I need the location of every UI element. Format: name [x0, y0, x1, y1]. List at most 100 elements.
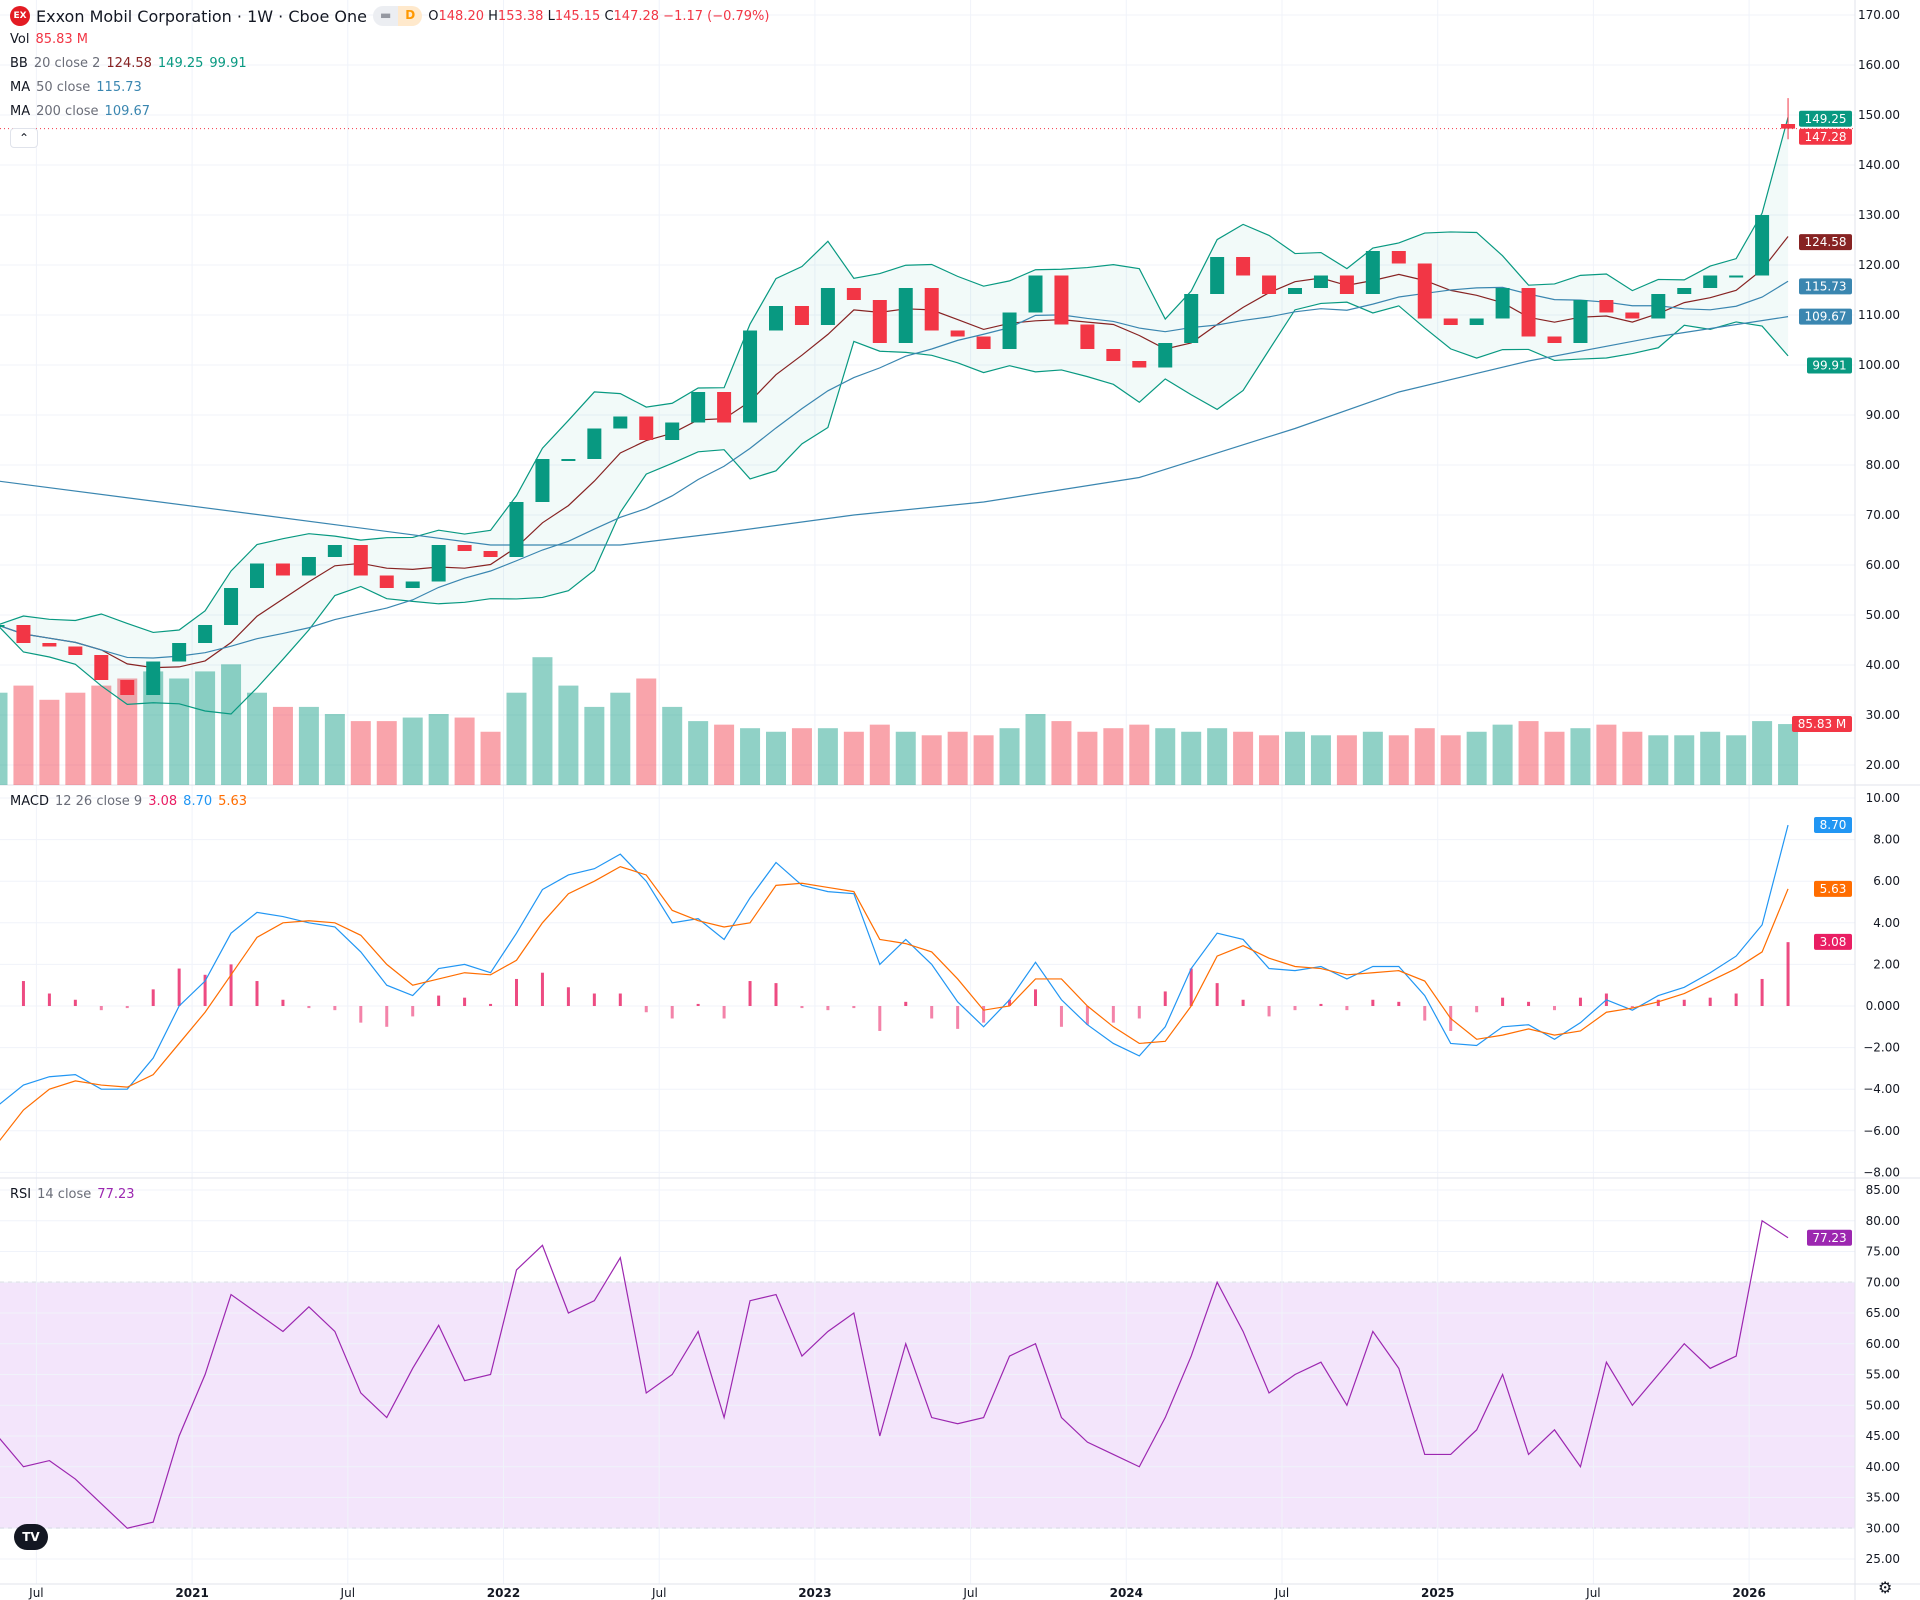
macd-histogram-bar [125, 1006, 129, 1009]
volume-bar [1129, 724, 1150, 785]
candle [1547, 336, 1562, 343]
bb-basis-axis-label-bg [1799, 234, 1852, 251]
candle [898, 288, 913, 343]
macd-histogram-bar [1734, 993, 1738, 1006]
candle [1417, 263, 1432, 319]
volume-bar [869, 724, 890, 785]
macd-histogram-bar [956, 1006, 960, 1029]
volume-legend-name: Vol [10, 32, 30, 47]
macd-tick-label: 4.00 [1873, 916, 1900, 930]
close-key: C [604, 8, 614, 24]
candle [1625, 312, 1640, 319]
candle [639, 416, 654, 440]
macd-histogram-bar [1111, 1006, 1115, 1023]
ma200-legend-name: MA [10, 104, 31, 119]
macd-histogram-bar [1578, 997, 1582, 1006]
bb-upper-axis-label: 149.25 [1805, 112, 1847, 126]
volume-bar [662, 706, 683, 785]
price-tick-label: 110.00 [1858, 308, 1900, 322]
rsi-tick-label: 65.00 [1866, 1306, 1900, 1320]
ma50-legend[interactable]: MA 50 close 115.73 [10, 80, 142, 95]
candle [1521, 288, 1536, 337]
volume-bar [350, 721, 371, 785]
collapse-legend-button[interactable]: ⌃ [10, 128, 38, 148]
volume-bar [1466, 731, 1487, 785]
rsi-tick-label: 30.00 [1866, 1521, 1900, 1535]
price-tick-label: 40.00 [1866, 658, 1900, 672]
volume-bar [1414, 728, 1435, 785]
rsi-tick-label: 35.00 [1866, 1491, 1900, 1505]
volume-bar [298, 706, 319, 785]
rsi-legend-name: RSI [10, 1187, 32, 1202]
ma200-line [0, 316, 1789, 546]
tradingview-logo-icon[interactable]: TV [14, 1524, 48, 1550]
macd-histogram-bar [566, 987, 570, 1006]
volume-bar [39, 699, 60, 785]
volume-bar [454, 717, 475, 785]
low-key: L [547, 8, 555, 24]
bb-lower-axis-label-bg [1807, 357, 1852, 374]
ohlc-values: O148.20 H153.38 L145.15 C147.28 −1.17 (−… [428, 9, 769, 24]
open-value: 148.20 [438, 8, 485, 24]
candle [1262, 275, 1277, 294]
settings-gear-icon[interactable]: ⚙ [1878, 1578, 1893, 1597]
volume-bar [1259, 735, 1280, 785]
candle [846, 288, 861, 300]
bb-basis-value: 124.58 [106, 56, 152, 71]
signal-axis-label-bg [1814, 880, 1852, 897]
macd-histogram-bar [1553, 1006, 1556, 1011]
market-status-badge[interactable]: ▬ D [372, 6, 423, 26]
macd-histogram-bar [1293, 1006, 1297, 1011]
macd-histogram-bar [307, 1006, 311, 1009]
symbol-legend[interactable]: EX Exxon Mobil Corporation · 1W · Cboe O… [10, 6, 769, 26]
candle [717, 392, 732, 423]
macd-histogram-bar [1034, 989, 1037, 1006]
open-key: O [428, 8, 439, 24]
candle [924, 288, 939, 331]
macd-histogram-bar [515, 978, 518, 1006]
price-tick-label: 170.00 [1858, 8, 1900, 22]
volume-bar [1310, 735, 1331, 785]
exxon-logo-icon: EX [10, 6, 30, 26]
volume-legend[interactable]: Vol 85.83 M [10, 32, 88, 47]
candle [665, 422, 680, 440]
macd-histogram-bar [1527, 1001, 1531, 1006]
bb-legend[interactable]: BB 20 close 2 124.58 149.25 99.91 [10, 56, 247, 71]
macd-histogram-bar [1397, 1001, 1401, 1006]
time-label: 2021 [175, 1586, 208, 1600]
last-price-axis-label: 147.28 [1805, 130, 1847, 144]
macd-axis-label-bg [1814, 817, 1852, 834]
high-key: H [488, 8, 498, 24]
bb-lower-line [0, 301, 1789, 715]
candle [0, 625, 5, 627]
time-label: Jul [1585, 1586, 1600, 1600]
volume-bar [1648, 735, 1669, 785]
candle [1158, 343, 1173, 368]
macd-legend[interactable]: MACD 12 26 close 9 3.08 8.70 5.63 [10, 794, 247, 809]
volume-bar [1025, 714, 1046, 785]
rsi-tick-label: 45.00 [1866, 1429, 1900, 1443]
change-value: −1.17 (−0.79%) [663, 8, 770, 24]
macd-tick-label: −2.00 [1863, 1041, 1900, 1055]
rsi-legend[interactable]: RSI 14 close 77.23 [10, 1187, 135, 1202]
time-label: Jul [1274, 1586, 1289, 1600]
macd-legend-name: MACD [10, 794, 49, 809]
rsi-legend-value: 77.23 [97, 1187, 135, 1202]
ma200-legend[interactable]: MA 200 close 109.67 [10, 104, 150, 119]
candle [820, 288, 835, 325]
macd-value: 8.70 [183, 794, 213, 809]
candle [1002, 312, 1017, 349]
symbol-title[interactable]: Exxon Mobil Corporation · 1W · Cboe One [36, 6, 367, 26]
volume-bar [272, 706, 293, 785]
macd-histogram-bar [1760, 978, 1764, 1006]
volume-bar [1207, 728, 1228, 785]
macd-histogram-bar [437, 995, 441, 1006]
candle [172, 643, 187, 662]
signal-line [0, 865, 1789, 1142]
candle [146, 661, 161, 695]
candle [16, 625, 31, 643]
volume-bar [143, 671, 164, 785]
candle [743, 330, 758, 423]
delayed-badge: D [398, 6, 423, 26]
